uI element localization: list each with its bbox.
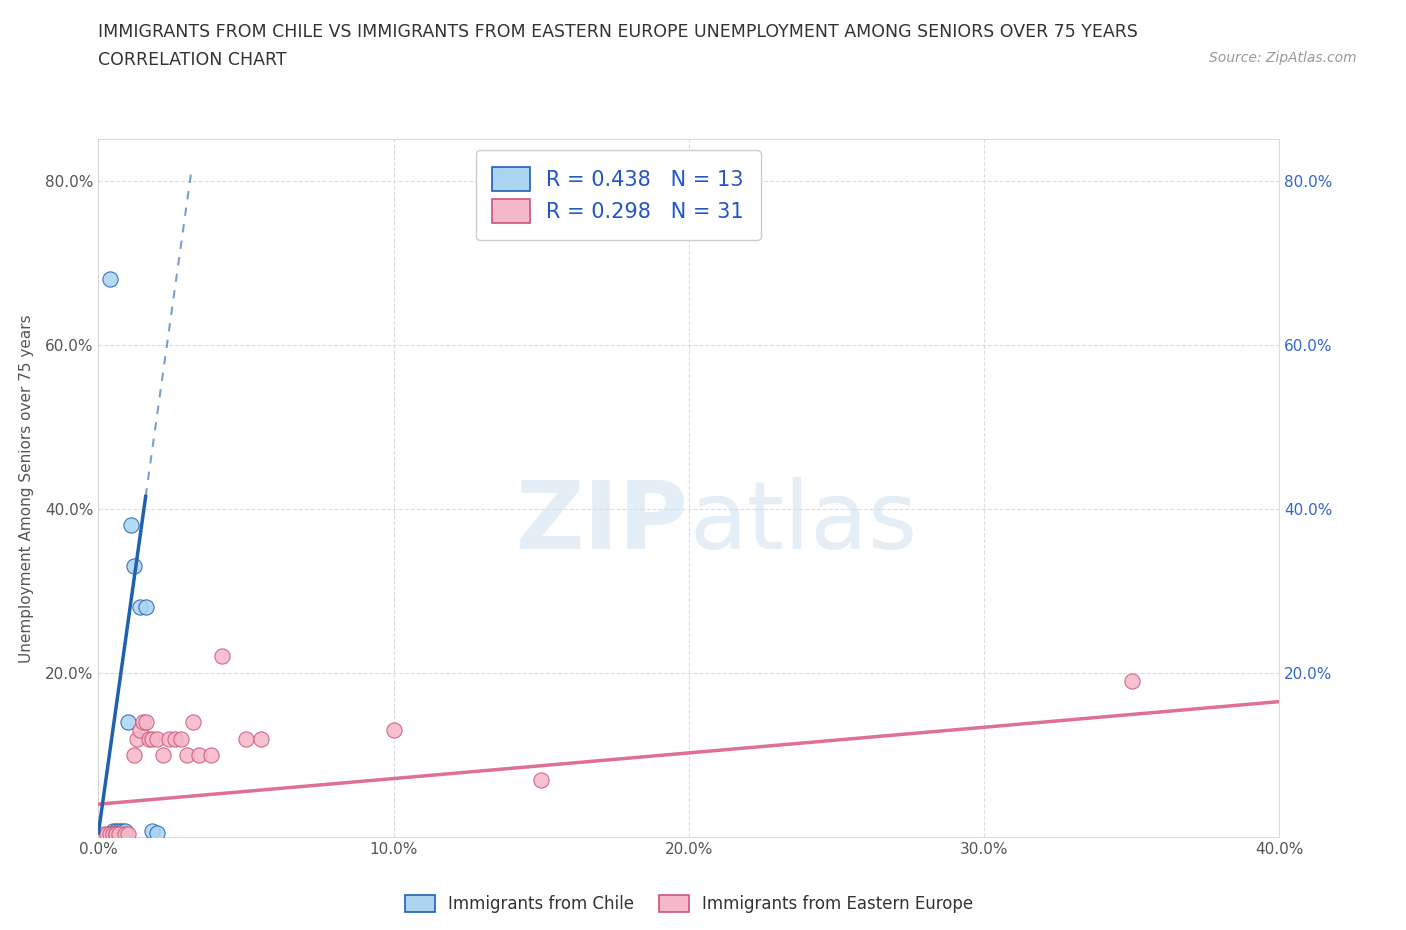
Point [105,824,128,839]
Point [135,600,157,615]
Y-axis label: Unemployment Among Seniors over 75 years: Unemployment Among Seniors over 75 years [18,314,34,662]
Point [235,731,257,746]
Point [187,748,209,763]
Point [98,272,121,286]
Point [135,714,157,729]
Point [103,824,125,839]
Point [176,748,198,763]
Point [128,723,150,737]
Text: CORRELATION CHART: CORRELATION CHART [98,51,287,69]
Point [122,559,145,574]
Text: Source: ZipAtlas.com: Source: ZipAtlas.com [1209,51,1357,65]
Point [146,826,169,841]
Point [125,731,148,746]
Point [200,748,222,763]
Point [114,824,136,839]
Point [117,826,139,841]
Point [157,731,180,746]
Point [141,824,163,839]
Text: atlas: atlas [689,477,917,569]
Point [108,824,131,839]
Point [96,826,118,841]
Point [111,824,134,839]
Point [152,748,174,763]
Point [382,723,405,737]
Point [181,714,204,729]
Point [170,731,193,746]
Legend: Immigrants from Chile, Immigrants from Eastern Europe: Immigrants from Chile, Immigrants from E… [398,888,980,920]
Point [108,826,131,841]
Point [103,826,125,841]
Point [138,731,160,746]
Point [93,826,115,841]
Text: ZIP: ZIP [516,477,689,569]
Point [105,826,128,841]
Point [1121,673,1143,688]
Point [530,772,553,787]
Point [120,518,142,533]
Point [141,731,163,746]
Point [146,731,169,746]
Point [128,600,150,615]
Point [165,731,187,746]
Text: IMMIGRANTS FROM CHILE VS IMMIGRANTS FROM EASTERN EUROPE UNEMPLOYMENT AMONG SENIO: IMMIGRANTS FROM CHILE VS IMMIGRANTS FROM… [98,23,1139,41]
Point [132,714,155,729]
Point [122,748,145,763]
Point [250,731,273,746]
Point [98,826,121,841]
Point [114,826,136,841]
Point [105,826,128,841]
Point [211,649,233,664]
Point [117,714,139,729]
